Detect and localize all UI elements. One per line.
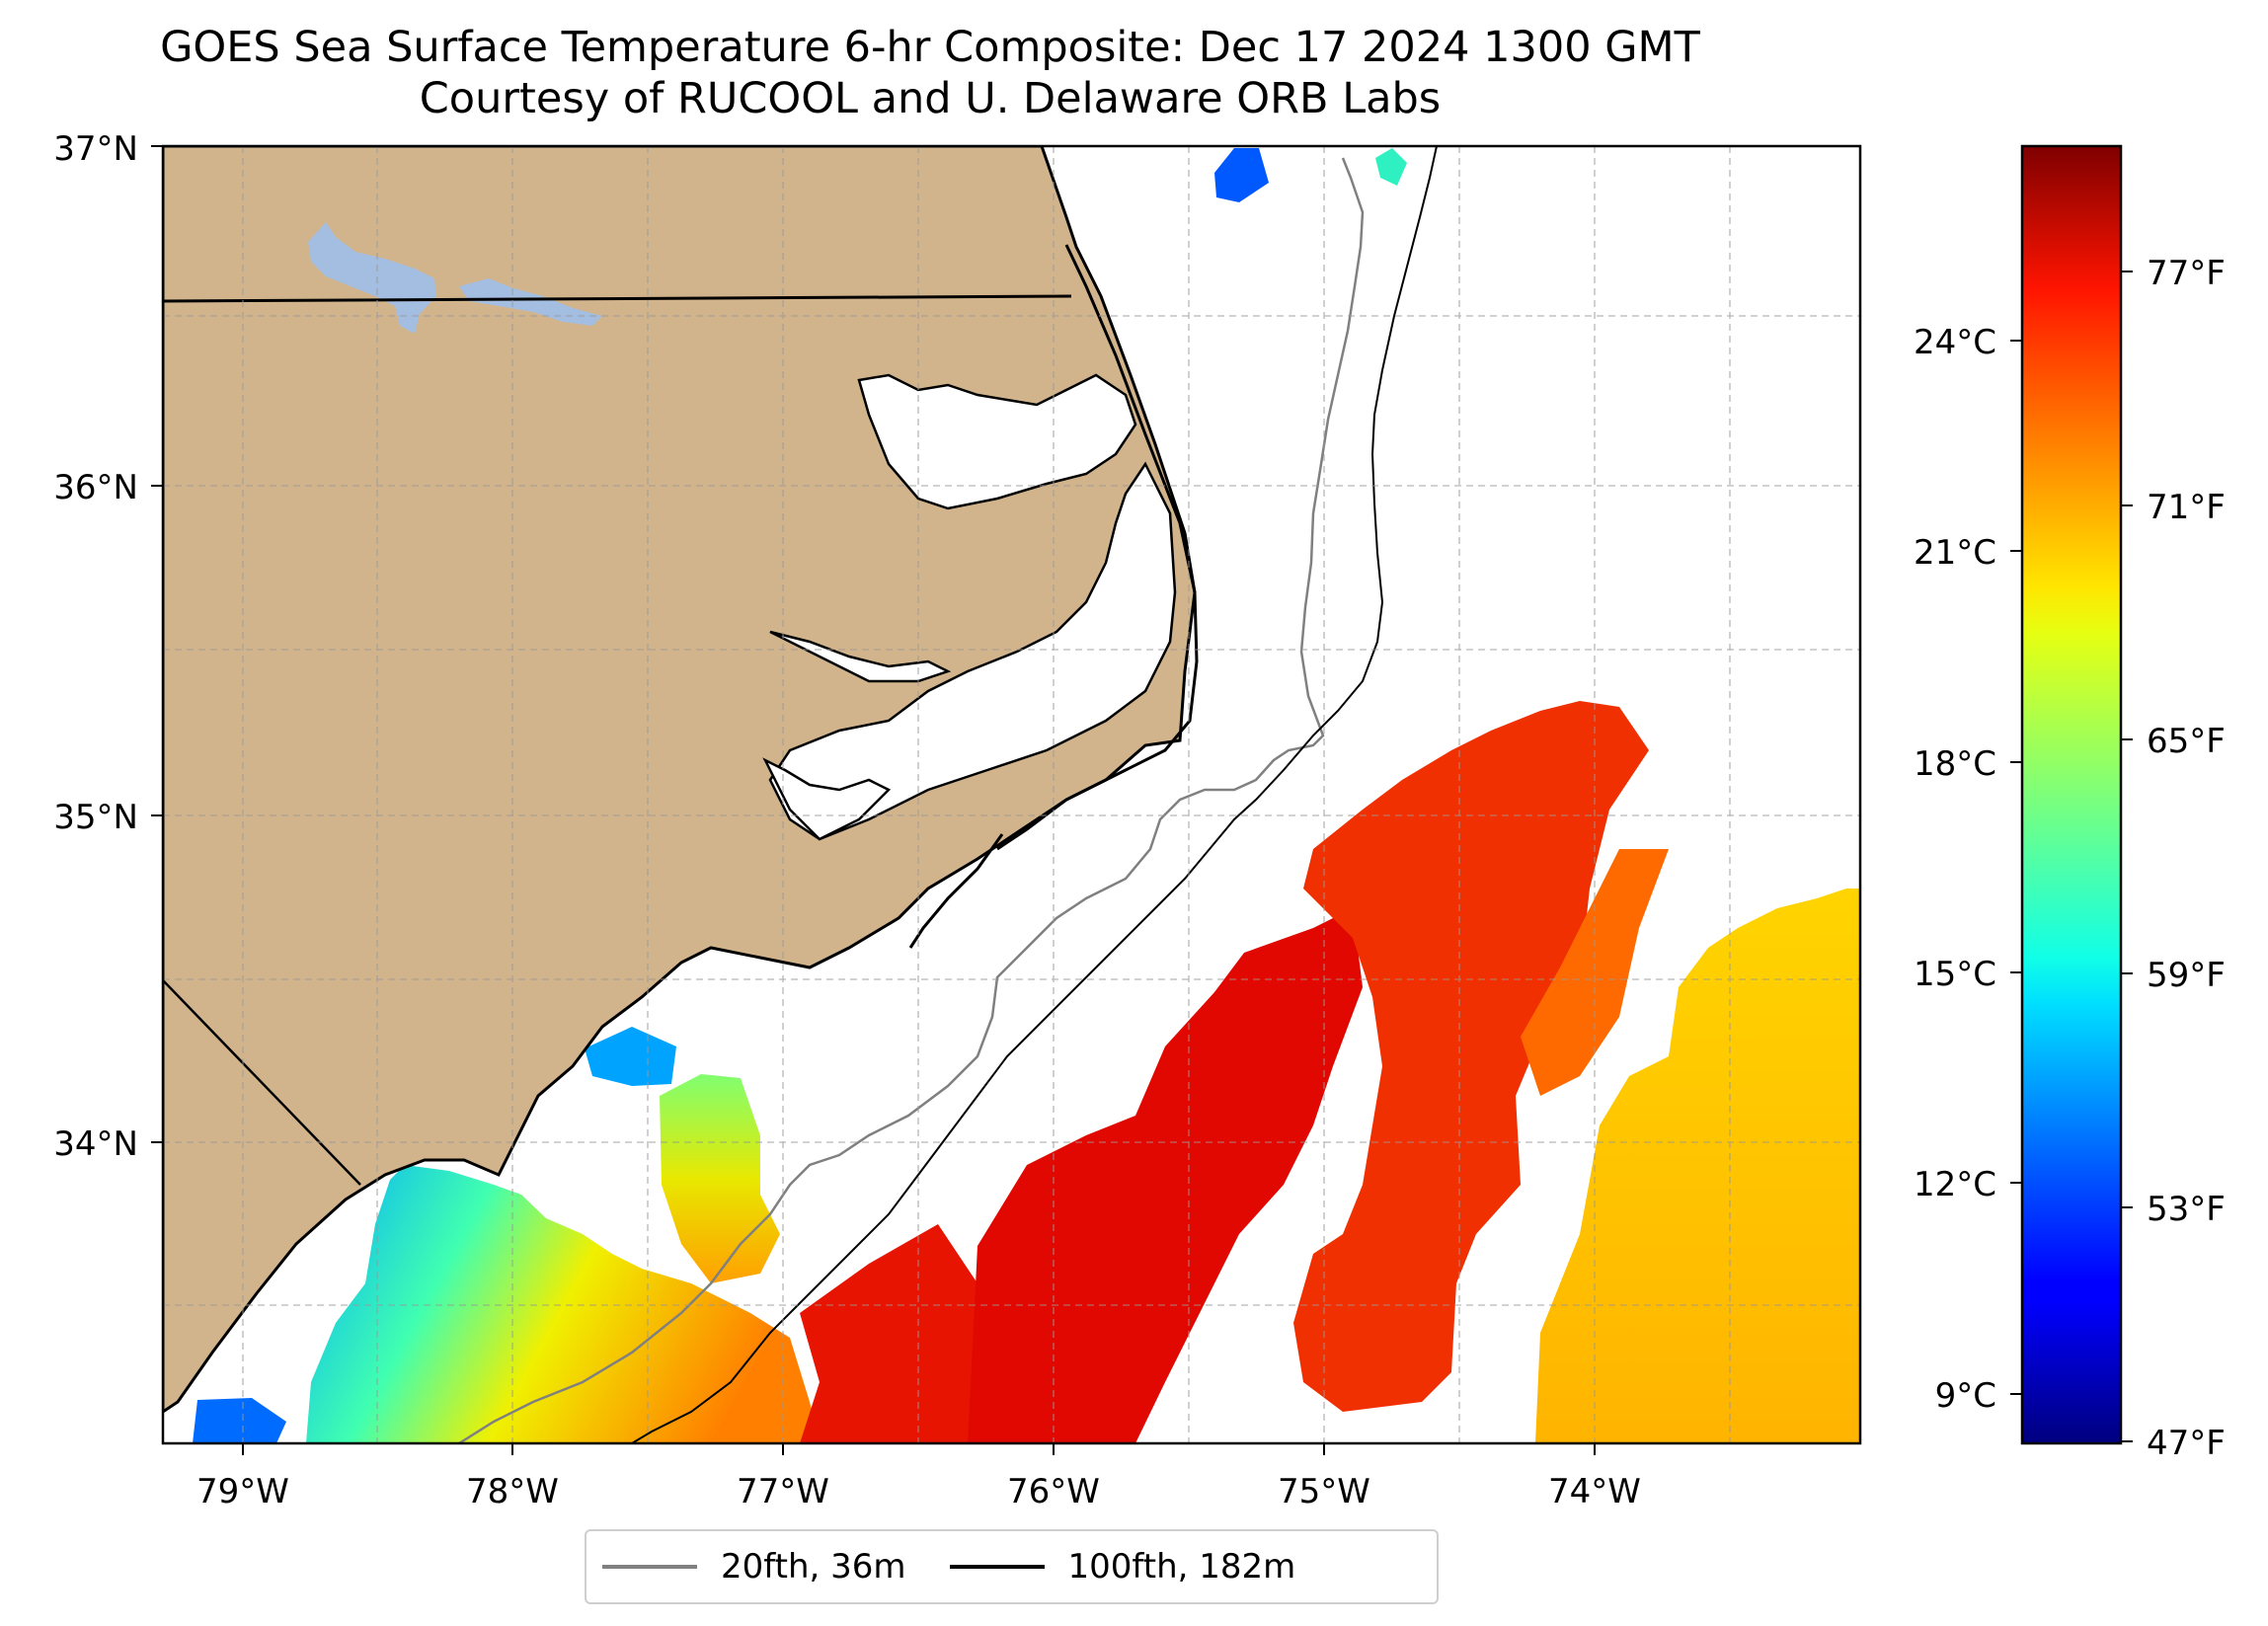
sst-north-cyan-patch — [1375, 148, 1407, 186]
sst-nearshore-field — [306, 1165, 820, 1443]
legend-label: 100fth, 182m — [1067, 1547, 1296, 1587]
pamlico-sound — [768, 461, 1177, 841]
lon-tick-label: 77°W — [737, 1472, 829, 1511]
sst-red-band-east — [1293, 701, 1649, 1412]
colorbar-fahrenheit-label: 47°F — [2147, 1424, 2226, 1463]
map-frame — [161, 144, 1862, 1445]
isobath-20fth — [458, 157, 1365, 1443]
colorbar-celsius-label: 15°C — [1914, 955, 1996, 994]
colorbar-fahrenheit-label: 71°F — [2147, 488, 2226, 527]
legend-item-20fth: 20fth, 36m — [602, 1547, 906, 1587]
isobath-legend: 20fth, 36m 100fth, 182m — [585, 1529, 1439, 1604]
lon-tick-label: 74°W — [1548, 1472, 1641, 1511]
lat-axis — [151, 145, 163, 1143]
title-block: GOES Sea Surface Temperature 6-hr Compos… — [0, 22, 1860, 124]
legend-swatch-gray-line — [602, 1565, 697, 1569]
sst-inner-field — [660, 1074, 780, 1283]
lat-tick-label: 37°N — [53, 129, 138, 169]
state-border-nc-sc — [163, 979, 361, 1186]
isobath-100fth — [631, 146, 1438, 1443]
sst-red-band-main — [968, 908, 1363, 1443]
lon-tick-label: 79°W — [196, 1472, 289, 1511]
lon-tick-label: 75°W — [1278, 1472, 1370, 1511]
map-subtitle: Courtesy of RUCOOL and U. Delaware ORB L… — [419, 74, 1442, 123]
gridlines — [163, 146, 1860, 1443]
sst-red-band-west — [800, 1224, 987, 1443]
neuse-river — [762, 757, 892, 841]
colorbar-celsius-label: 24°C — [1914, 323, 1996, 362]
legend-item-100fth: 100fth, 182m — [949, 1547, 1296, 1587]
colorbar-fahrenheit-ticks — [2121, 271, 2133, 1442]
lat-tick-label: 36°N — [53, 468, 138, 507]
legend-label: 20fth, 36m — [721, 1547, 906, 1587]
colorbar-celsius-label: 12°C — [1914, 1165, 1996, 1204]
colorbar-fahrenheit-label: 77°F — [2147, 254, 2226, 293]
legend-swatch-black-line — [949, 1565, 1045, 1569]
lon-axis — [242, 1443, 1596, 1455]
albemarle-sound — [857, 373, 1137, 510]
sst-south-blue-patch — [193, 1398, 286, 1443]
lat-tick-label: 35°N — [53, 798, 138, 837]
lake — [308, 222, 436, 334]
lon-tick-label: 76°W — [1007, 1472, 1100, 1511]
colorbar-celsius-label: 21°C — [1914, 533, 1996, 573]
colorbar-celsius-ticks — [2010, 340, 2022, 1395]
colorbar — [2020, 144, 2123, 1445]
lake — [459, 278, 602, 326]
state-border-va-nc — [163, 294, 1072, 303]
colorbar-celsius-label: 18°C — [1914, 744, 1996, 784]
map-title: GOES Sea Surface Temperature 6-hr Compos… — [160, 23, 1700, 72]
lat-tick-label: 34°N — [53, 1124, 138, 1164]
sst-bay-blue — [585, 1027, 676, 1086]
sst-orange-east — [1521, 849, 1669, 1096]
colorbar-fahrenheit-label: 53°F — [2147, 1190, 2226, 1229]
lon-tick-label: 78°W — [466, 1472, 559, 1511]
colorbar-fahrenheit-label: 59°F — [2147, 956, 2226, 995]
cape-lookout-shoal — [908, 833, 1004, 949]
outer-banks — [996, 244, 1199, 851]
map-content — [163, 146, 1860, 1443]
colorbar-fahrenheit-label: 65°F — [2147, 722, 2226, 761]
sst-north-blue-patch — [1214, 148, 1269, 202]
colorbar-celsius-label: 9°C — [1935, 1376, 1996, 1416]
